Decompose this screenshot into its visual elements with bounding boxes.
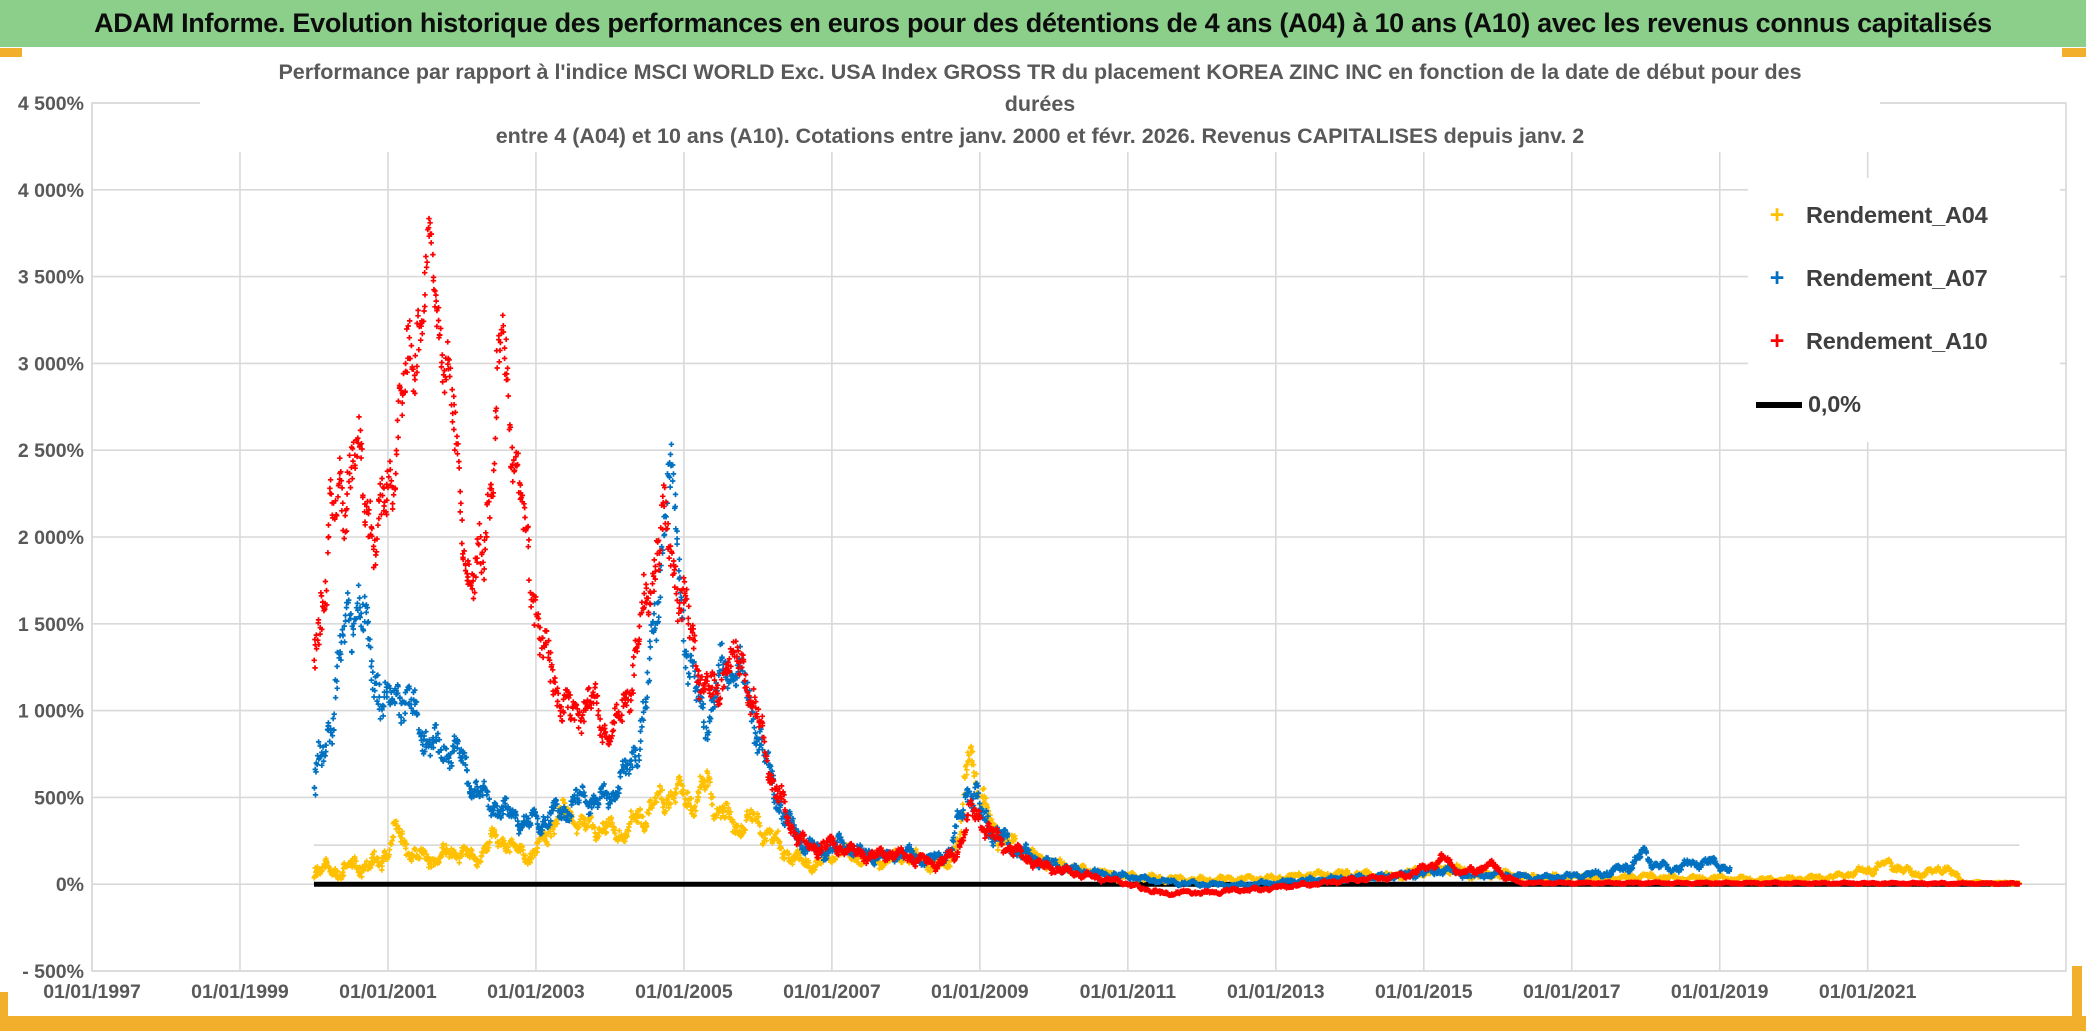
- svg-text:01/01/2007: 01/01/2007: [783, 981, 881, 1003]
- svg-text:1 500%: 1 500%: [18, 614, 84, 636]
- svg-text:01/01/2001: 01/01/2001: [339, 981, 437, 1003]
- svg-text:01/01/2021: 01/01/2021: [1819, 981, 1917, 1003]
- gold-bar-bottom: [0, 1016, 2086, 1031]
- legend-item-rendement-a07[interactable]: + Rendement_A07: [1748, 247, 2060, 310]
- legend-label: 0,0%: [1808, 391, 1861, 417]
- svg-text:01/01/2019: 01/01/2019: [1671, 981, 1769, 1003]
- page-title: ADAM Informe. Evolution historique des p…: [94, 8, 1992, 38]
- svg-text:3 000%: 3 000%: [18, 353, 84, 375]
- svg-text:- 500%: - 500%: [22, 961, 84, 983]
- svg-text:4 000%: 4 000%: [18, 180, 84, 202]
- gold-accent-top-left: [0, 48, 22, 57]
- svg-text:01/01/2013: 01/01/2013: [1227, 981, 1325, 1003]
- legend-label: Rendement_A07: [1806, 265, 1988, 291]
- legend-label: Rendement_A04: [1806, 202, 1988, 228]
- svg-text:01/01/2009: 01/01/2009: [931, 981, 1029, 1003]
- svg-text:1 000%: 1 000%: [18, 701, 84, 723]
- svg-text:01/01/1999: 01/01/1999: [191, 981, 289, 1003]
- legend-item-zero-line[interactable]: 0,0%: [1748, 373, 2060, 436]
- svg-text:2 000%: 2 000%: [18, 527, 84, 549]
- gold-accent-bottom-left: [0, 992, 8, 1016]
- svg-text:01/01/2005: 01/01/2005: [635, 981, 733, 1003]
- plus-marker-icon: +: [1769, 264, 1785, 292]
- chart-title-line-3: entre 4 (A04) et 10 ans (A10). Cotations…: [495, 124, 1585, 148]
- svg-text:01/01/2003: 01/01/2003: [487, 981, 585, 1003]
- svg-text:3 500%: 3 500%: [18, 267, 84, 289]
- svg-text:4 500%: 4 500%: [18, 93, 84, 115]
- svg-text:01/01/2015: 01/01/2015: [1375, 981, 1473, 1003]
- svg-text:01/01/2011: 01/01/2011: [1080, 981, 1177, 1003]
- svg-text:2 500%: 2 500%: [18, 440, 84, 462]
- chart-legend: + Rendement_A04 + Rendement_A07 + Rendem…: [1748, 178, 2060, 442]
- plus-marker-icon: +: [1769, 201, 1785, 229]
- svg-text:500%: 500%: [34, 787, 84, 809]
- title-bar: ADAM Informe. Evolution historique des p…: [0, 0, 2086, 47]
- legend-label: Rendement_A10: [1806, 328, 1988, 354]
- gold-accent-bottom-right: [2072, 966, 2082, 1016]
- plus-marker-icon: +: [1769, 327, 1785, 355]
- gold-accent-top-right: [2062, 48, 2086, 57]
- chart-title: Performance par rapport à l'indice MSCI …: [200, 56, 1880, 152]
- zero-line-icon: [1756, 401, 1802, 408]
- legend-item-rendement-a04[interactable]: + Rendement_A04: [1748, 184, 2060, 247]
- legend-item-rendement-a10[interactable]: + Rendement_A10: [1748, 310, 2060, 373]
- svg-text:01/01/2017: 01/01/2017: [1523, 981, 1621, 1003]
- svg-text:01/01/1997: 01/01/1997: [43, 981, 141, 1003]
- chart-title-line-1: Performance par rapport à l'indice MSCI …: [278, 60, 1802, 84]
- chart-title-line-2: durées: [1004, 92, 1076, 116]
- svg-text:0%: 0%: [56, 874, 84, 896]
